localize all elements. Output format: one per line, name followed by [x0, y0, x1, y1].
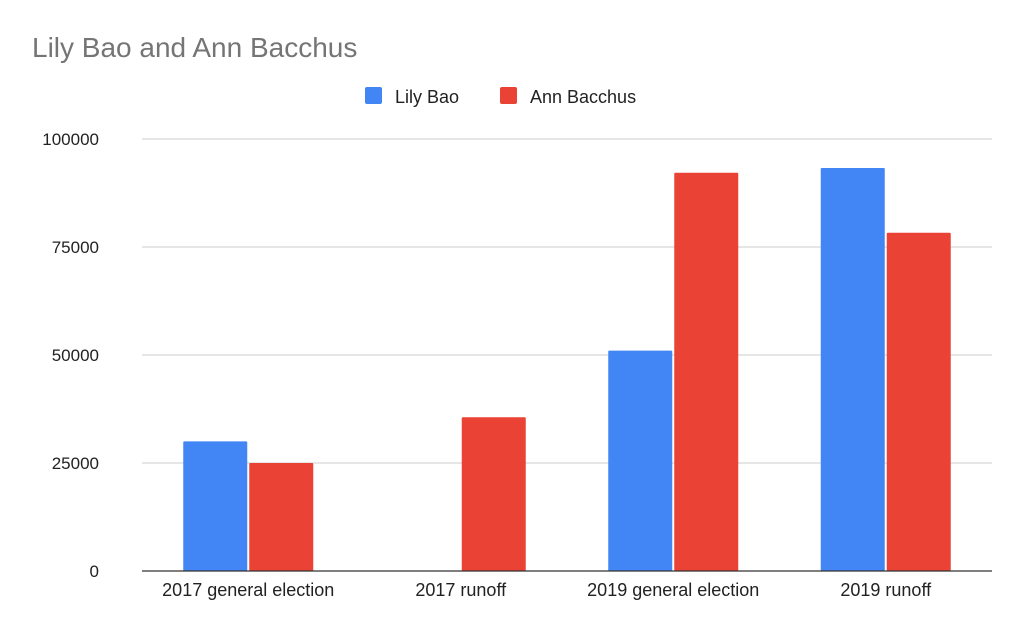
legend: Lily Bao Ann Bacchus — [365, 87, 636, 107]
x-category-label: 2019 general election — [587, 580, 759, 600]
bars — [183, 167, 951, 572]
y-axis-ticks: 0 25000 50000 75000 100000 — [42, 130, 99, 581]
x-category-label: 2017 runoff — [415, 580, 507, 600]
x-category-label: 2017 general election — [162, 580, 334, 600]
x-axis-categories: 2017 general election 2017 runoff 2019 gen… — [162, 580, 932, 600]
bar-ann-bacchus — [461, 417, 526, 571]
legend-label-lily-bao: Lily Bao — [395, 87, 459, 107]
chart-title: Lily Bao and Ann Bacchus — [32, 32, 357, 63]
legend-label-ann-bacchus: Ann Bacchus — [530, 87, 636, 107]
legend-swatch-lily-bao — [365, 87, 382, 104]
legend-swatch-ann-bacchus — [500, 87, 517, 104]
y-tick-label: 100000 — [42, 130, 99, 149]
bar-ann-bacchus — [249, 463, 314, 571]
bar-lily-bao — [608, 350, 673, 571]
bar-lily-bao — [183, 441, 248, 571]
bar-lily-bao — [820, 167, 885, 571]
y-tick-label: 75000 — [52, 238, 99, 257]
bar-ann-bacchus — [886, 232, 951, 571]
y-tick-label: 25000 — [52, 454, 99, 473]
x-category-label: 2019 runoff — [840, 580, 932, 600]
bar-ann-bacchus — [674, 172, 739, 572]
y-tick-label: 50000 — [52, 346, 99, 365]
y-tick-label: 0 — [90, 562, 99, 581]
